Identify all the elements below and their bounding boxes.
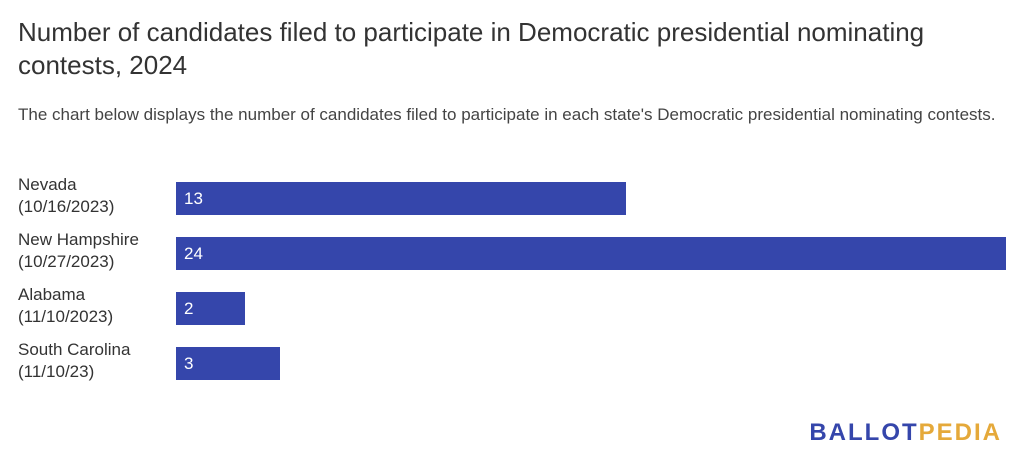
category-date: (10/16/2023): [18, 197, 115, 216]
chart-title: Number of candidates filed to participat…: [18, 17, 925, 80]
category-state: South Carolina: [18, 340, 131, 359]
bar-chart: Nevada (10/16/2023) 13 New Hampshire (10/27/…: [0, 174, 1024, 394]
category-label: Nevada (10/16/2023): [18, 174, 168, 218]
category-date: (10/27/2023): [18, 252, 115, 271]
chart-subtitle: The chart below displays the number of c…: [18, 105, 996, 124]
category-state: New Hampshire: [18, 230, 139, 249]
bar: 13: [176, 182, 626, 215]
category-state: Alabama: [18, 285, 86, 304]
bar: 2: [176, 292, 246, 325]
logo-part-ballot: BALLOT: [809, 419, 919, 446]
bar-value-label: 2: [184, 299, 194, 318]
bar: 24: [176, 237, 1006, 270]
bar-value-label: 24: [184, 244, 203, 263]
logo-part-pedia: PEDIA: [918, 419, 1002, 446]
category-label: New Hampshire (10/27/2023): [18, 229, 168, 273]
bar-value-label: 3: [184, 354, 194, 373]
bar: 3: [176, 347, 280, 380]
category-date: (11/10/2023): [18, 307, 114, 326]
category-label: South Carolina (11/10/23): [18, 339, 168, 383]
category-label: Alabama (11/10/2023): [18, 284, 168, 328]
ballotpedia-logo: BALLOTPEDIA: [809, 419, 1002, 447]
category-state: Nevada: [18, 175, 77, 194]
bar-value-label: 13: [184, 189, 203, 208]
category-date: (11/10/23): [18, 362, 95, 381]
